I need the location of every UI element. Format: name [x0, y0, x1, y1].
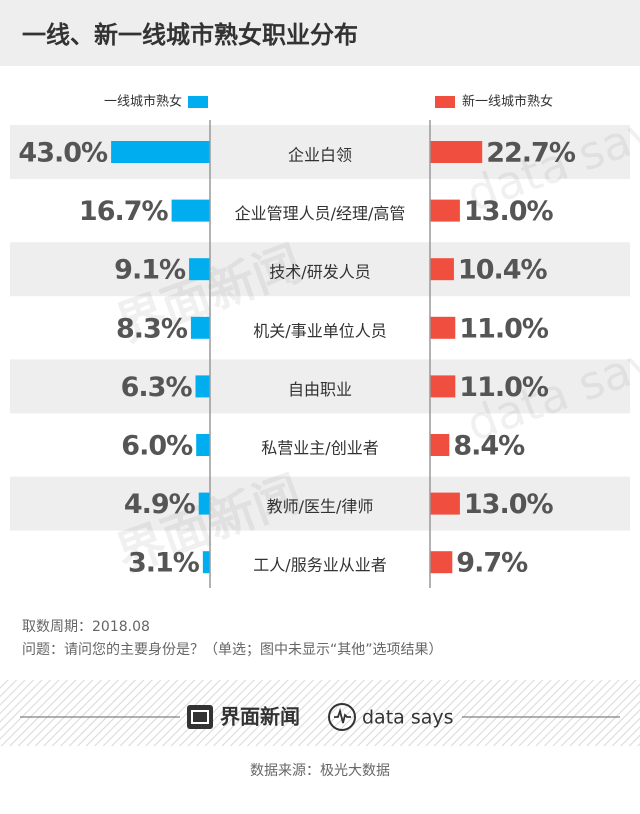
row-band [10, 359, 630, 414]
source: 数据来源：极光大数据 [250, 763, 390, 779]
bar [196, 434, 210, 456]
legend-label: 一线城市熟女 [104, 94, 182, 110]
brand2-logo [334, 707, 351, 724]
category-label: 企业白领 [288, 146, 352, 165]
brand2-logo [328, 703, 356, 731]
bar [430, 434, 450, 456]
category-label: 教师/医生/律师 [267, 497, 374, 516]
bar [430, 258, 454, 281]
value-label: 22.7% [486, 138, 576, 169]
category-label: 私营业主/创业者 [261, 439, 378, 458]
row-band [10, 476, 630, 531]
value-label: 9.7% [456, 548, 528, 579]
bar [190, 316, 210, 339]
bar [430, 551, 453, 574]
value-label: 43.0% [18, 138, 108, 169]
value-label: 13.0% [464, 489, 554, 520]
value-label: 13.0% [464, 196, 554, 227]
brand-logo [187, 705, 213, 729]
legend-swatch [188, 96, 208, 108]
category-label: 机关/事业单位人员 [253, 321, 386, 340]
value-label: 8.4% [453, 431, 525, 462]
value-label: 8.3% [116, 313, 188, 344]
note: 问题：请问您的主要身份是？（单选；图中未显示“其他”选项结果） [22, 641, 443, 658]
bar [198, 492, 210, 515]
bar [189, 258, 210, 281]
value-label: 3.1% [128, 548, 200, 579]
chart-title: 一线、新一线城市熟女职业分布 [22, 21, 358, 49]
bar [195, 375, 210, 398]
value-label: 4.9% [124, 489, 196, 520]
legend-label: 新一线城市熟女 [462, 94, 553, 110]
bar [430, 141, 483, 163]
brand2: data says [362, 707, 454, 729]
value-label: 10.4% [458, 255, 548, 286]
bar [430, 375, 456, 398]
title-band [0, 0, 640, 66]
category-label: 企业管理人员/经理/高管 [235, 204, 406, 223]
brand-logo [191, 710, 209, 724]
footer-band [0, 680, 640, 746]
row-band [10, 242, 630, 297]
value-label: 11.0% [459, 313, 549, 344]
category-label: 工人/服务业从业者 [253, 556, 386, 575]
value-label: 6.3% [121, 372, 193, 403]
bar [111, 141, 210, 163]
bar [430, 492, 460, 515]
category-label: 自由职业 [288, 380, 352, 399]
category-label: 技术/研发人员 [269, 263, 370, 282]
value-label: 16.7% [79, 196, 169, 227]
value-label: 11.0% [459, 372, 549, 403]
bar [171, 199, 210, 222]
bar [202, 551, 210, 574]
bar [430, 199, 460, 222]
legend-swatch [435, 96, 455, 108]
bar [430, 316, 456, 339]
value-label: 9.1% [114, 255, 186, 286]
value-label: 6.0% [121, 431, 193, 462]
brand: 界面新闻 [220, 705, 300, 729]
note: 取数周期：2018.08 [22, 619, 150, 635]
